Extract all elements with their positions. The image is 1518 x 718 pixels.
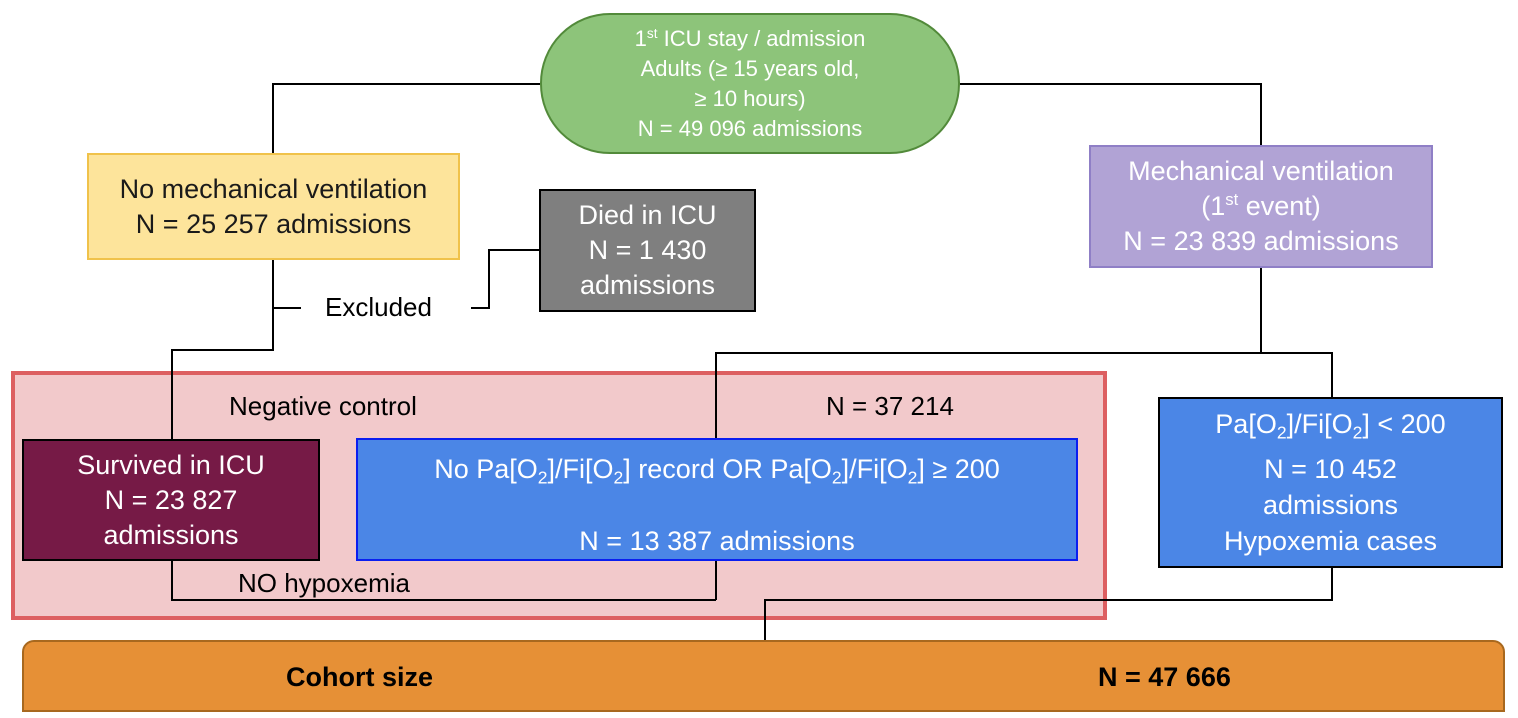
no-pao2-line-1: No Pa[O2]/Fi[O2] record OR Pa[O2]/Fi[O2]…	[434, 454, 1000, 488]
cohort-size-count: N = 47 666	[1098, 662, 1231, 692]
start-line-1: 1st ICU stay / admission	[634, 25, 866, 51]
start-line-3: ≥ 10 hours)	[694, 85, 806, 111]
connector-start-to-no-mv	[272, 83, 540, 153]
survived-line-3: admissions	[103, 519, 239, 550]
hypoxemia-line-4: Hypoxemia cases	[1223, 525, 1438, 556]
died-line-3: admissions	[579, 270, 716, 300]
no-mv-line-2: N = 25 257 admissions	[135, 208, 412, 239]
connector-start-to-mv	[960, 83, 1262, 145]
connector-mv-to-no-pao2	[715, 352, 1261, 438]
hypoxemia-cases-node: Pa[O2]/Fi[O2] < 200 N = 10 452 admission…	[1158, 397, 1503, 568]
hypoxemia-line-1: Pa[O2]/Fi[O2] < 200	[1215, 409, 1446, 443]
mv-line-1: Mechanical ventilation	[1128, 156, 1394, 186]
no-mechanical-ventilation-node: No mechanical ventilation N = 25 257 adm…	[87, 153, 460, 260]
died-in-icu-node: Died in ICU N = 1 430 admissions	[539, 189, 756, 312]
no-hypoxemia-label: NO hypoxemia	[238, 568, 410, 598]
connector-mv-to-hypoxemia	[1261, 352, 1333, 397]
no-mv-line-1: No mechanical ventilation	[119, 173, 428, 204]
survived-line-2: N = 23 827	[104, 484, 238, 515]
survived-in-icu-node: Survived in ICU N = 23 827 admissions	[22, 439, 320, 561]
survived-line-1: Survived in ICU	[77, 449, 265, 480]
first-icu-stay-node: 1st ICU stay / admission Adults (≥ 15 ye…	[540, 13, 960, 154]
died-line-1: Died in ICU	[578, 200, 717, 230]
no-pao2-record-node: No Pa[O2]/Fi[O2] record OR Pa[O2]/Fi[O2]…	[356, 438, 1078, 561]
connector-no-mv-to-survived	[171, 260, 274, 439]
start-line-2: Adults (≥ 15 years old,	[640, 55, 860, 81]
mechanical-ventilation-node: Mechanical ventilation (1st event) N = 2…	[1089, 145, 1433, 268]
excluded-label: Excluded	[325, 292, 432, 322]
hypoxemia-line-3: admissions	[1262, 489, 1399, 520]
connector-hypoxemia-to-cohort	[764, 568, 1333, 640]
connector-excluded-to-died	[471, 249, 539, 309]
hypoxemia-line-2: N = 10 452	[1264, 453, 1397, 484]
mv-line-2: (1st event)	[1201, 189, 1321, 221]
cohort-size-label: Cohort size	[286, 662, 434, 692]
start-line-4: N = 49 096 admissions	[637, 115, 863, 141]
connector-survived-to-merge	[171, 561, 716, 601]
mv-line-3: N = 23 839 admissions	[1123, 226, 1399, 256]
negative-control-label: Negative control	[229, 391, 417, 421]
cohort-size-bar: Cohort size N = 47 666	[22, 640, 1505, 712]
no-pao2-line-2: N = 13 387 admissions	[579, 526, 855, 556]
negative-control-count: N = 37 214	[826, 391, 954, 421]
died-line-2: N = 1 430	[588, 235, 707, 265]
